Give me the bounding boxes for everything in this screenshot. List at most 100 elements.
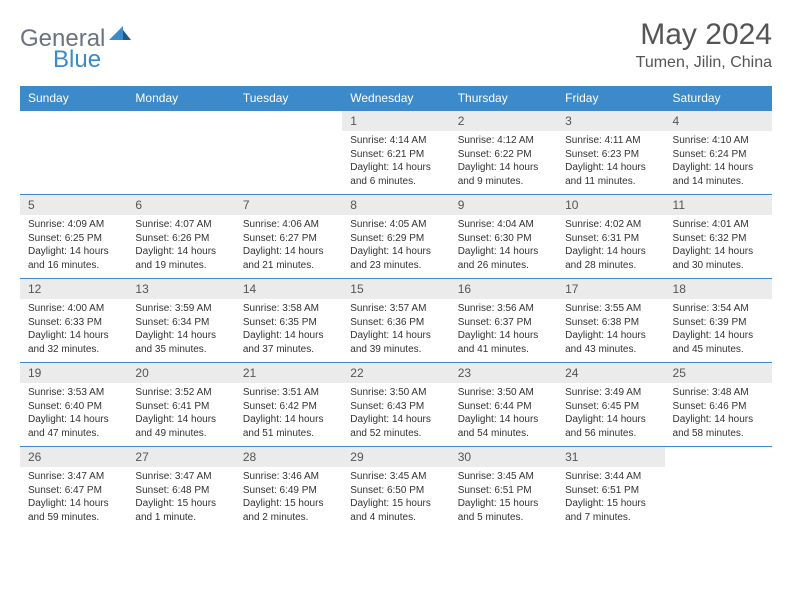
day-number: 31 [557, 447, 664, 467]
day-number: 1 [342, 111, 449, 131]
calendar-cell: 18Sunrise: 3:54 AMSunset: 6:39 PMDayligh… [665, 279, 772, 363]
day-info: Sunrise: 3:56 AMSunset: 6:37 PMDaylight:… [450, 299, 557, 362]
day-info: Sunrise: 4:12 AMSunset: 6:22 PMDaylight:… [450, 131, 557, 194]
calendar-cell: 30Sunrise: 3:45 AMSunset: 6:51 PMDayligh… [450, 447, 557, 531]
day-number: 6 [127, 195, 234, 215]
day-number: 15 [342, 279, 449, 299]
calendar-row: 26Sunrise: 3:47 AMSunset: 6:47 PMDayligh… [20, 447, 772, 531]
calendar-cell: 4Sunrise: 4:10 AMSunset: 6:24 PMDaylight… [665, 111, 772, 195]
calendar-cell: 3Sunrise: 4:11 AMSunset: 6:23 PMDaylight… [557, 111, 664, 195]
day-number: 14 [235, 279, 342, 299]
day-info: Sunrise: 3:45 AMSunset: 6:51 PMDaylight:… [450, 467, 557, 530]
day-number: 17 [557, 279, 664, 299]
day-number: 28 [235, 447, 342, 467]
day-info: Sunrise: 3:47 AMSunset: 6:48 PMDaylight:… [127, 467, 234, 530]
calendar-cell: 14Sunrise: 3:58 AMSunset: 6:35 PMDayligh… [235, 279, 342, 363]
day-number: 26 [20, 447, 127, 467]
calendar-cell: 21Sunrise: 3:51 AMSunset: 6:42 PMDayligh… [235, 363, 342, 447]
calendar-cell [235, 111, 342, 195]
logo-blue-wrap: Blue [54, 46, 101, 74]
calendar-row: 12Sunrise: 4:00 AMSunset: 6:33 PMDayligh… [20, 279, 772, 363]
month-title: May 2024 [636, 18, 772, 52]
day-info: Sunrise: 3:50 AMSunset: 6:43 PMDaylight:… [342, 383, 449, 446]
day-info: Sunrise: 3:51 AMSunset: 6:42 PMDaylight:… [235, 383, 342, 446]
day-info: Sunrise: 4:11 AMSunset: 6:23 PMDaylight:… [557, 131, 664, 194]
day-number: 22 [342, 363, 449, 383]
day-info: Sunrise: 3:54 AMSunset: 6:39 PMDaylight:… [665, 299, 772, 362]
day-info: Sunrise: 4:02 AMSunset: 6:31 PMDaylight:… [557, 215, 664, 278]
calendar-cell: 8Sunrise: 4:05 AMSunset: 6:29 PMDaylight… [342, 195, 449, 279]
day-info: Sunrise: 3:50 AMSunset: 6:44 PMDaylight:… [450, 383, 557, 446]
day-number: 2 [450, 111, 557, 131]
day-info: Sunrise: 3:46 AMSunset: 6:49 PMDaylight:… [235, 467, 342, 530]
calendar-cell: 28Sunrise: 3:46 AMSunset: 6:49 PMDayligh… [235, 447, 342, 531]
day-number: 9 [450, 195, 557, 215]
calendar-row: 19Sunrise: 3:53 AMSunset: 6:40 PMDayligh… [20, 363, 772, 447]
day-number: 24 [557, 363, 664, 383]
day-number: 16 [450, 279, 557, 299]
day-number: 29 [342, 447, 449, 467]
day-info: Sunrise: 3:48 AMSunset: 6:46 PMDaylight:… [665, 383, 772, 446]
calendar-cell: 11Sunrise: 4:01 AMSunset: 6:32 PMDayligh… [665, 195, 772, 279]
day-info: Sunrise: 4:06 AMSunset: 6:27 PMDaylight:… [235, 215, 342, 278]
location: Tumen, Jilin, China [636, 54, 772, 72]
weekday-friday: Friday [557, 86, 664, 111]
day-number: 30 [450, 447, 557, 467]
logo-text-blue: Blue [53, 46, 101, 73]
day-info: Sunrise: 4:00 AMSunset: 6:33 PMDaylight:… [20, 299, 127, 362]
calendar-cell: 27Sunrise: 3:47 AMSunset: 6:48 PMDayligh… [127, 447, 234, 531]
day-number: 5 [20, 195, 127, 215]
day-info: Sunrise: 3:55 AMSunset: 6:38 PMDaylight:… [557, 299, 664, 362]
day-info: Sunrise: 4:10 AMSunset: 6:24 PMDaylight:… [665, 131, 772, 194]
weekday-saturday: Saturday [665, 86, 772, 111]
day-info: Sunrise: 3:59 AMSunset: 6:34 PMDaylight:… [127, 299, 234, 362]
day-number: 19 [20, 363, 127, 383]
calendar-cell: 13Sunrise: 3:59 AMSunset: 6:34 PMDayligh… [127, 279, 234, 363]
day-info: Sunrise: 3:44 AMSunset: 6:51 PMDaylight:… [557, 467, 664, 530]
day-number: 27 [127, 447, 234, 467]
calendar-cell [20, 111, 127, 195]
calendar-row: 5Sunrise: 4:09 AMSunset: 6:25 PMDaylight… [20, 195, 772, 279]
calendar-body: 1Sunrise: 4:14 AMSunset: 6:21 PMDaylight… [20, 111, 772, 531]
day-number: 3 [557, 111, 664, 131]
weekday-wednesday: Wednesday [342, 86, 449, 111]
day-info: Sunrise: 3:58 AMSunset: 6:35 PMDaylight:… [235, 299, 342, 362]
calendar-cell [665, 447, 772, 531]
day-number: 11 [665, 195, 772, 215]
title-block: May 2024 Tumen, Jilin, China [636, 18, 772, 72]
day-number: 18 [665, 279, 772, 299]
calendar-cell: 16Sunrise: 3:56 AMSunset: 6:37 PMDayligh… [450, 279, 557, 363]
calendar-cell: 10Sunrise: 4:02 AMSunset: 6:31 PMDayligh… [557, 195, 664, 279]
day-info: Sunrise: 3:45 AMSunset: 6:50 PMDaylight:… [342, 467, 449, 530]
weekday-header-row: Sunday Monday Tuesday Wednesday Thursday… [20, 86, 772, 111]
day-number: 4 [665, 111, 772, 131]
calendar-cell: 29Sunrise: 3:45 AMSunset: 6:50 PMDayligh… [342, 447, 449, 531]
calendar-cell: 9Sunrise: 4:04 AMSunset: 6:30 PMDaylight… [450, 195, 557, 279]
calendar-cell: 26Sunrise: 3:47 AMSunset: 6:47 PMDayligh… [20, 447, 127, 531]
weekday-monday: Monday [127, 86, 234, 111]
day-info: Sunrise: 3:47 AMSunset: 6:47 PMDaylight:… [20, 467, 127, 530]
day-info: Sunrise: 4:04 AMSunset: 6:30 PMDaylight:… [450, 215, 557, 278]
calendar-cell: 2Sunrise: 4:12 AMSunset: 6:22 PMDaylight… [450, 111, 557, 195]
day-info: Sunrise: 4:01 AMSunset: 6:32 PMDaylight:… [665, 215, 772, 278]
calendar-cell: 5Sunrise: 4:09 AMSunset: 6:25 PMDaylight… [20, 195, 127, 279]
header: General May 2024 Tumen, Jilin, China [20, 18, 772, 72]
calendar-cell: 15Sunrise: 3:57 AMSunset: 6:36 PMDayligh… [342, 279, 449, 363]
day-info: Sunrise: 4:07 AMSunset: 6:26 PMDaylight:… [127, 215, 234, 278]
day-info: Sunrise: 3:52 AMSunset: 6:41 PMDaylight:… [127, 383, 234, 446]
calendar-cell [127, 111, 234, 195]
logo-triangle-icon [109, 24, 131, 45]
day-number: 12 [20, 279, 127, 299]
weekday-tuesday: Tuesday [235, 86, 342, 111]
calendar-cell: 1Sunrise: 4:14 AMSunset: 6:21 PMDaylight… [342, 111, 449, 195]
day-info: Sunrise: 3:49 AMSunset: 6:45 PMDaylight:… [557, 383, 664, 446]
calendar-cell: 6Sunrise: 4:07 AMSunset: 6:26 PMDaylight… [127, 195, 234, 279]
day-number: 13 [127, 279, 234, 299]
day-number: 23 [450, 363, 557, 383]
calendar-cell: 12Sunrise: 4:00 AMSunset: 6:33 PMDayligh… [20, 279, 127, 363]
calendar-cell: 24Sunrise: 3:49 AMSunset: 6:45 PMDayligh… [557, 363, 664, 447]
calendar-cell: 7Sunrise: 4:06 AMSunset: 6:27 PMDaylight… [235, 195, 342, 279]
calendar-table: Sunday Monday Tuesday Wednesday Thursday… [20, 86, 772, 530]
day-info: Sunrise: 3:57 AMSunset: 6:36 PMDaylight:… [342, 299, 449, 362]
calendar-cell: 25Sunrise: 3:48 AMSunset: 6:46 PMDayligh… [665, 363, 772, 447]
